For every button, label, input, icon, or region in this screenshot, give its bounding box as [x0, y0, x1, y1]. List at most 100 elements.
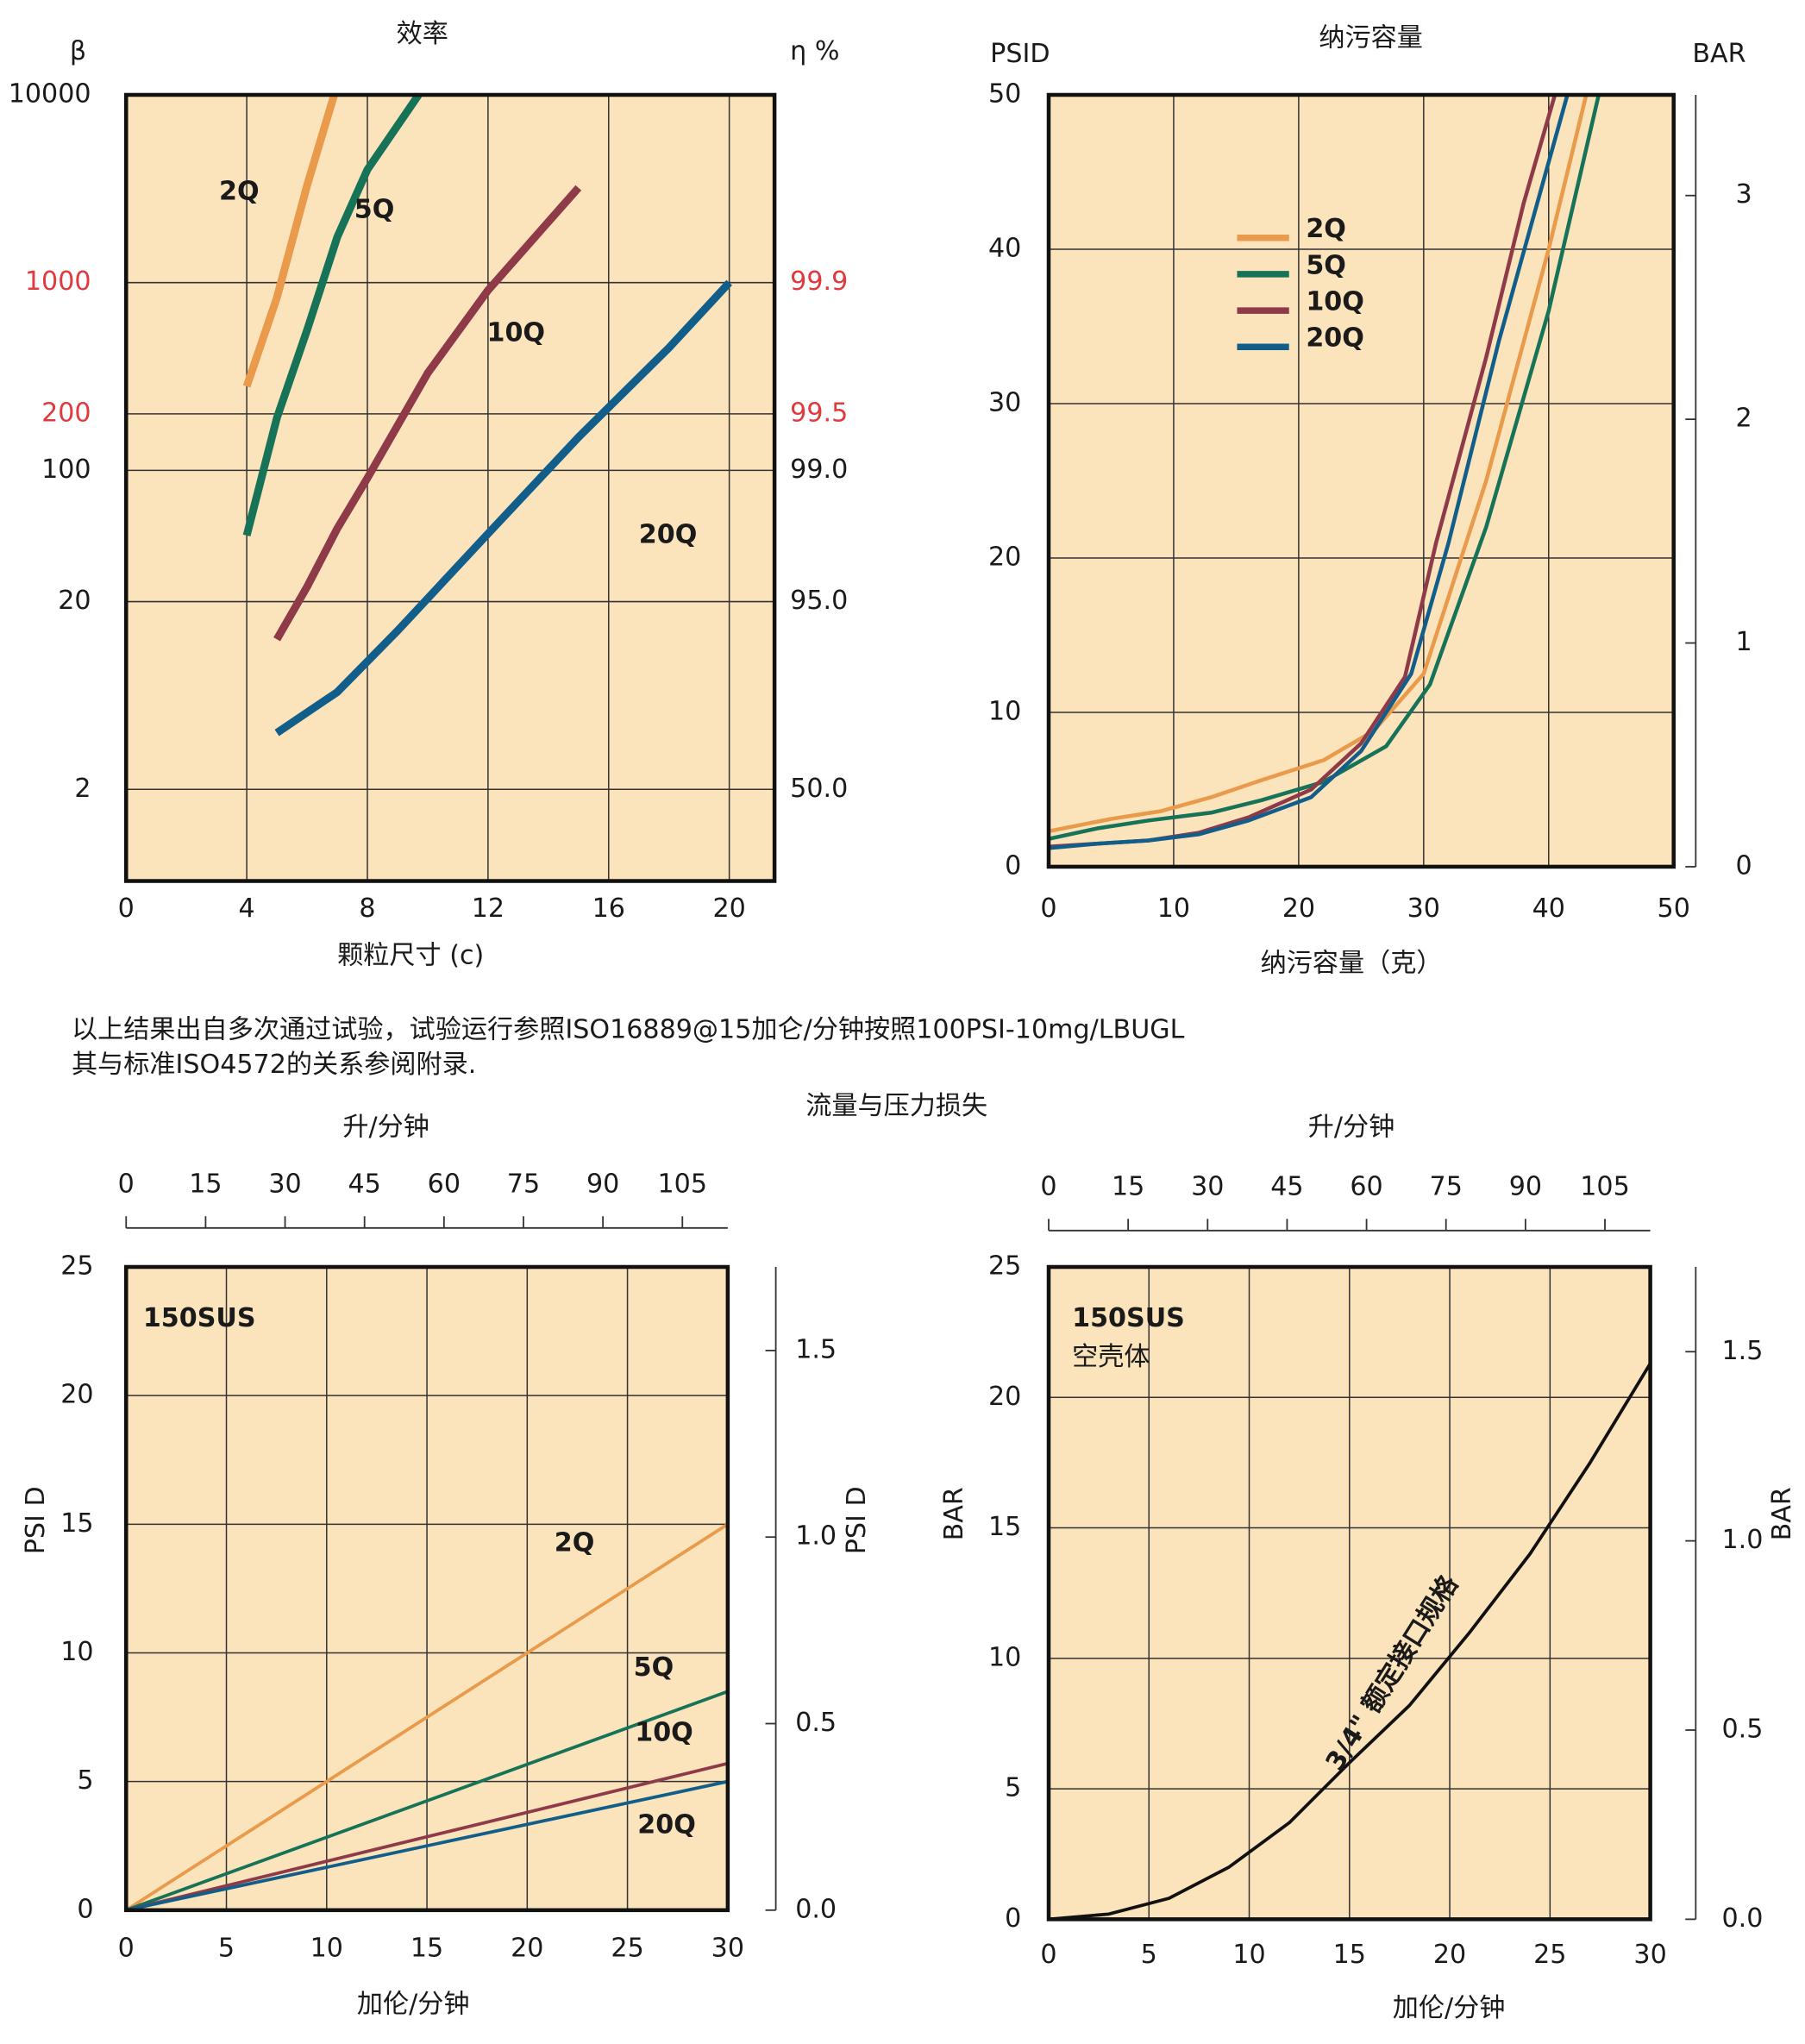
x-tick-label: 8	[359, 893, 375, 924]
x-tick-label: 30	[1633, 1940, 1666, 1970]
x2-tick-label: 45	[348, 1169, 381, 1200]
y-tick-label: 2	[74, 774, 91, 804]
x2-tick-label: 15	[189, 1169, 222, 1200]
y2-axis-label: η %	[790, 36, 839, 66]
series-line	[1048, 94, 1570, 850]
x2-tick-label: 60	[1350, 1172, 1382, 1202]
y2-axis-label: BAR	[1692, 39, 1745, 69]
y-axis-label: PSI D	[21, 1486, 51, 1554]
series-line	[274, 279, 732, 737]
series-line	[242, 93, 338, 388]
legend-label: 10Q	[1306, 287, 1364, 317]
x2-tick-label: 75	[507, 1169, 540, 1200]
annotation: 150SUS	[1072, 1303, 1185, 1333]
y2-tick-label: 1	[1735, 627, 1752, 657]
y2-tick-label: 1.0	[1721, 1525, 1763, 1555]
x-tick-label: 0	[1040, 893, 1056, 924]
y-tick-label: 50	[988, 78, 1021, 109]
series-label: 2Q	[555, 1527, 595, 1558]
x2-tick-label: 0	[118, 1169, 135, 1200]
annotation: 空壳体	[1072, 1342, 1150, 1372]
x-axis-label: 纳污容量（克）	[1261, 948, 1443, 978]
y-tick-label: 20	[58, 586, 91, 616]
x-tick-label: 30	[1407, 893, 1440, 924]
y2-axis-label: PSI D	[842, 1486, 872, 1554]
y-tick-label: 0	[1005, 850, 1021, 881]
series-label: 20Q	[637, 1809, 696, 1840]
x-tick-label: 25	[611, 1934, 643, 1964]
y-tick-label: 15	[60, 1508, 93, 1539]
y2-tick-label: 99.0	[790, 455, 848, 485]
y-tick-label: 10000	[9, 78, 91, 109]
chart-title: 效率	[397, 19, 448, 49]
plot-area	[126, 94, 775, 881]
x2-tick-label: 15	[1112, 1172, 1144, 1202]
x-tick-label: 4	[239, 893, 255, 924]
y2-tick-label: 0	[1735, 850, 1752, 881]
x-tick-label: 0	[118, 1934, 135, 1964]
x-tick-label: 50	[1658, 893, 1690, 924]
note-line: 其与标准ISO4572的关系参阅附录.	[72, 1050, 476, 1080]
x2-axis-label: 升/分钟	[1308, 1112, 1395, 1142]
x2-tick-label: 105	[1580, 1172, 1629, 1202]
x-tick-label: 10	[1157, 893, 1190, 924]
x2-tick-label: 90	[586, 1169, 619, 1200]
y-tick-label: 20	[60, 1380, 93, 1410]
series-line	[125, 1779, 729, 1912]
legend-label: 20Q	[1306, 323, 1364, 354]
y2-tick-label: 1.5	[795, 1334, 837, 1364]
series-line	[273, 185, 582, 642]
legend-label: 5Q	[1306, 250, 1346, 280]
series-label: 5Q	[634, 1652, 674, 1683]
x-tick-label: 10	[310, 1934, 343, 1964]
y2-tick-label: 3	[1735, 179, 1752, 210]
y2-tick-label: 99.5	[790, 398, 848, 428]
y2-tick-label: 0.5	[1721, 1714, 1763, 1744]
y2-tick-label: 2	[1735, 404, 1752, 434]
x-tick-label: 16	[592, 893, 625, 924]
annotation: 150SUS	[143, 1303, 256, 1333]
y-axis-label: PSID	[990, 39, 1050, 69]
y-tick-label: 15	[988, 1512, 1021, 1542]
y2-tick-label: 99.9	[790, 266, 848, 297]
x2-tick-label: 90	[1509, 1172, 1542, 1202]
x2-tick-label: 30	[268, 1169, 301, 1200]
y2-tick-label: 1.0	[795, 1521, 837, 1552]
x-tick-label: 12	[472, 893, 505, 924]
series-line	[1048, 94, 1601, 841]
x2-tick-label: 75	[1430, 1172, 1463, 1202]
series-label: 2Q	[219, 176, 260, 206]
x-tick-label: 0	[1040, 1940, 1056, 1970]
x-tick-label: 30	[711, 1934, 744, 1964]
section-title: 流量与压力损失	[805, 1091, 987, 1121]
series-line	[1048, 94, 1589, 834]
y2-tick-label: 95.0	[790, 586, 848, 616]
series-line	[125, 1690, 729, 1912]
y2-tick-label: 1.5	[1721, 1336, 1763, 1366]
x-tick-label: 20	[511, 1934, 543, 1964]
y-tick-label: 30	[988, 387, 1021, 417]
plot-frame	[124, 1264, 730, 1913]
y-tick-label: 200	[41, 398, 91, 428]
x-tick-label: 5	[218, 1934, 235, 1964]
series-line	[1048, 1362, 1652, 1922]
x-tick-label: 40	[1532, 893, 1565, 924]
y-tick-label: 10	[60, 1637, 93, 1667]
y-tick-label: 5	[1005, 1773, 1021, 1803]
y-tick-label: 20	[988, 542, 1021, 572]
x-tick-label: 20	[1282, 893, 1315, 924]
y2-tick-label: 0.0	[795, 1894, 837, 1924]
y-tick-label: 100	[41, 455, 91, 485]
series-label: 5Q	[354, 195, 395, 225]
y-tick-label: 5	[77, 1765, 93, 1796]
x2-tick-label: 0	[1040, 1172, 1056, 1202]
legend-label: 2Q	[1306, 214, 1346, 244]
y2-tick-label: 0.5	[795, 1708, 837, 1738]
x-tick-label: 15	[411, 1934, 443, 1964]
note-line: 以上结果出自多次通过试验，试验运行参照ISO16889@15加仑/分钟按照100…	[72, 1014, 1185, 1044]
series-line	[242, 92, 423, 537]
chart-title: 纳污容量	[1319, 23, 1423, 53]
x2-axis-label: 升/分钟	[342, 1112, 429, 1142]
